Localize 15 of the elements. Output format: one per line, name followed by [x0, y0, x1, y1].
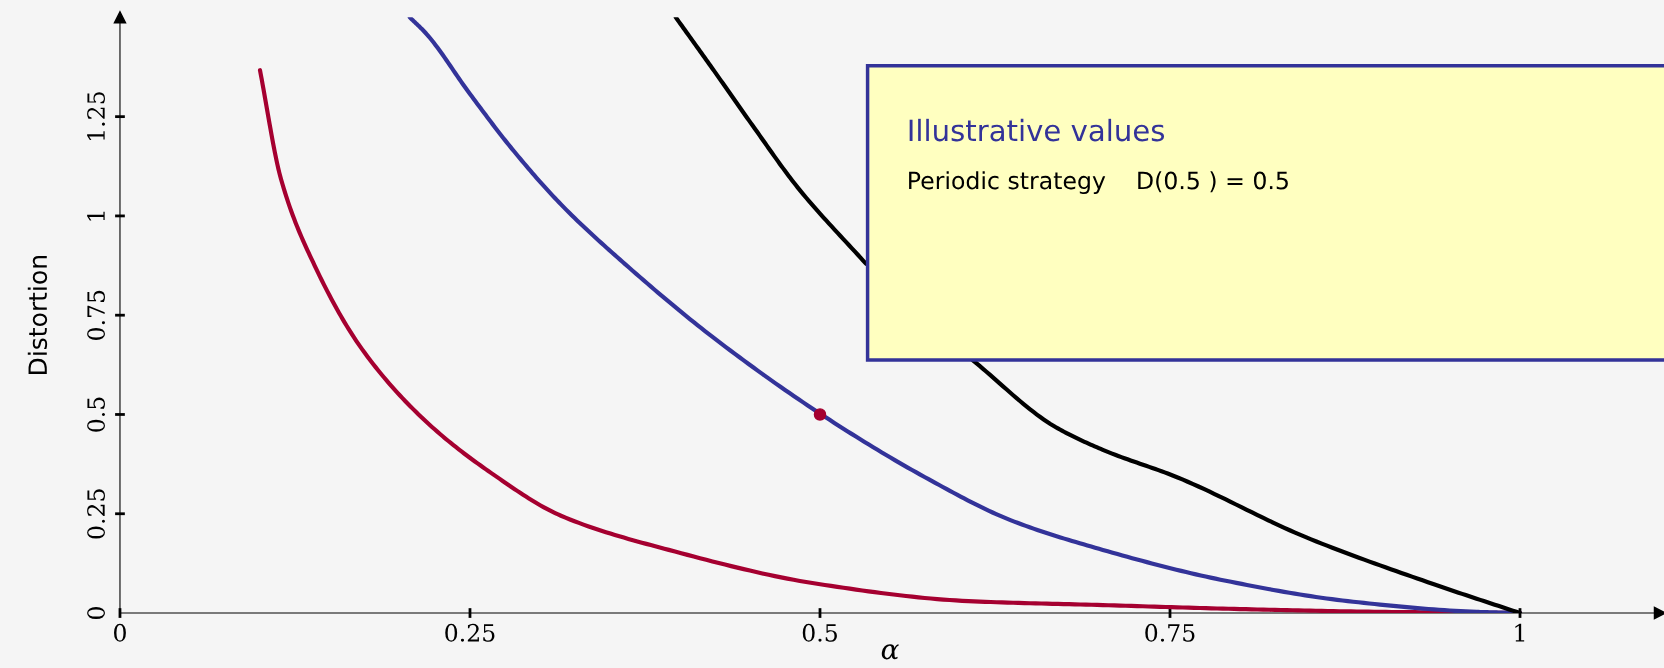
y-tick-label: 0.5 — [87, 397, 105, 432]
x-tick-label: 0.5 — [802, 623, 837, 642]
annotation: Periodic strategy D(0.5 ) = 0.5 — [909, 171, 1288, 194]
y-tick-label: 1.25 — [87, 92, 105, 141]
x-tick-label: 0.25 — [445, 623, 495, 642]
x-tick-label: 1 — [1515, 623, 1525, 642]
annotation: Illustrative values — [909, 118, 1165, 142]
y-tick-label: 0.75 — [87, 290, 105, 340]
x-axis-title: α — [881, 644, 899, 660]
y-axis-title: Distortion — [27, 256, 48, 374]
y-tick-label: 1 — [87, 211, 105, 221]
y-tick-label: 0 — [87, 607, 105, 619]
y-tick-label: 0.25 — [87, 489, 105, 539]
x-tick-label: 0.75 — [1145, 623, 1195, 642]
x-tick-label: 0 — [114, 623, 126, 642]
